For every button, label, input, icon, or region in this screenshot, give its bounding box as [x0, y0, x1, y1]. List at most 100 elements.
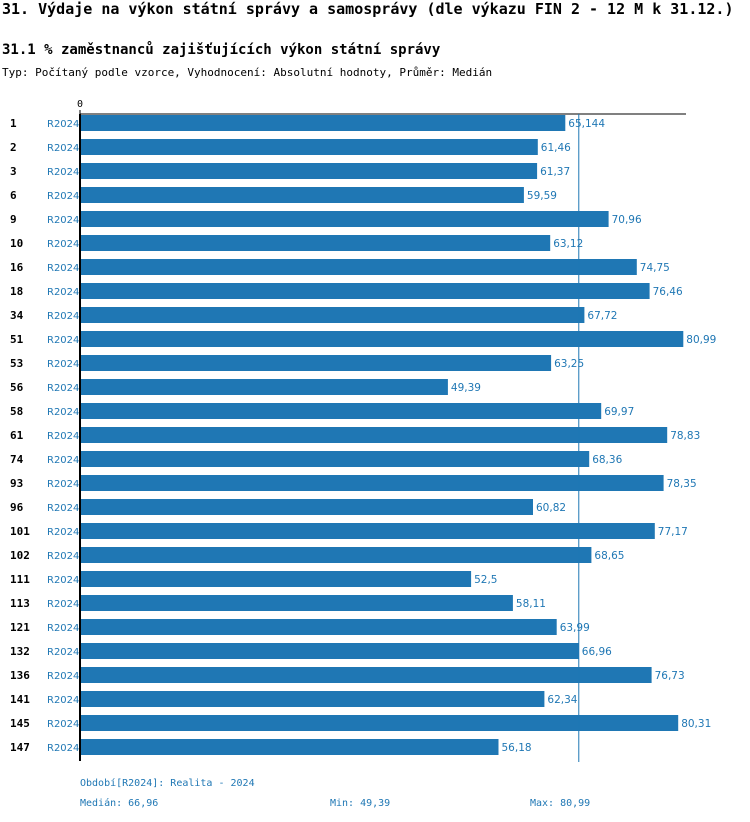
- bar: [80, 331, 684, 347]
- bar: [80, 523, 655, 539]
- value-label: 69,97: [604, 406, 634, 418]
- footer-min: Min: 49,39: [330, 798, 391, 809]
- row-label: 145: [10, 717, 30, 730]
- row-label: 132: [10, 645, 30, 658]
- bar: [80, 643, 579, 659]
- zero-tick-label: 0: [77, 99, 83, 110]
- row-label: 56: [10, 381, 24, 394]
- value-label: 78,83: [670, 430, 700, 442]
- value-label: 80,31: [681, 718, 711, 730]
- period-label: R2024: [47, 239, 79, 250]
- value-label: 56,18: [502, 742, 532, 754]
- period-label: R2024: [47, 311, 79, 322]
- value-label: 66,96: [582, 646, 612, 658]
- value-label: 61,46: [541, 142, 571, 154]
- bar: [80, 379, 448, 395]
- period-label: R2024: [47, 671, 79, 682]
- period-label: R2024: [47, 527, 79, 538]
- row-label: 34: [10, 309, 24, 322]
- bar: [80, 355, 552, 371]
- row-label: 51: [10, 333, 24, 346]
- bar: [80, 187, 524, 203]
- value-label: 70,96: [612, 214, 642, 226]
- period-label: R2024: [47, 455, 79, 466]
- bar: [80, 571, 472, 587]
- bar: [80, 307, 585, 323]
- value-label: 68,65: [594, 550, 624, 562]
- period-label: R2024: [47, 287, 79, 298]
- bar: [80, 235, 551, 251]
- period-label: R2024: [47, 263, 79, 274]
- row-label: 18: [10, 285, 23, 298]
- bar: [80, 211, 609, 227]
- bar: [80, 547, 592, 563]
- period-label: R2024: [47, 143, 79, 154]
- period-label: R2024: [47, 719, 79, 730]
- period-label: R2024: [47, 119, 79, 130]
- row-label: 2: [10, 141, 17, 154]
- bar: [80, 259, 637, 275]
- bar: [80, 667, 652, 683]
- row-label: 96: [10, 501, 24, 514]
- value-label: 62,34: [547, 694, 577, 706]
- value-label: 61,37: [540, 166, 570, 178]
- bar: [80, 619, 557, 635]
- chart-subtitle: Typ: Počítaný podle vzorce, Vyhodnocení:…: [2, 66, 493, 79]
- bar: [80, 139, 538, 155]
- row-label: 10: [10, 237, 23, 250]
- row-label: 101: [10, 525, 30, 538]
- bar: [80, 403, 602, 419]
- row-label: 6: [10, 189, 17, 202]
- row-label: 147: [10, 741, 30, 754]
- bar: [80, 691, 545, 707]
- value-label: 59,59: [527, 190, 557, 202]
- row-label: 61: [10, 429, 24, 442]
- value-label: 63,25: [554, 358, 584, 370]
- row-label: 1: [10, 117, 17, 130]
- value-label: 63,99: [560, 622, 590, 634]
- value-label: 76,73: [655, 670, 685, 682]
- value-label: 78,35: [667, 478, 697, 490]
- bar: [80, 163, 538, 179]
- period-label: R2024: [47, 479, 79, 490]
- bar: [80, 475, 664, 491]
- period-label: R2024: [47, 743, 79, 754]
- row-label: 121: [10, 621, 30, 634]
- chart-title: 31.1 % zaměstnanců zajišťujících výkon s…: [2, 42, 441, 58]
- row-label: 9: [10, 213, 17, 226]
- page-title: 31. Výdaje na výkon státní správy a samo…: [2, 0, 734, 18]
- row-label: 16: [10, 261, 24, 274]
- period-label: R2024: [47, 695, 79, 706]
- row-label: 93: [10, 477, 23, 490]
- row-label: 141: [10, 693, 30, 706]
- row-label: 111: [10, 573, 30, 586]
- bar: [80, 427, 668, 443]
- period-label: R2024: [47, 167, 79, 178]
- period-label: R2024: [47, 599, 79, 610]
- row-label: 113: [10, 597, 30, 610]
- value-label: 60,82: [536, 502, 566, 514]
- period-label: R2024: [47, 575, 79, 586]
- period-label: R2024: [47, 647, 79, 658]
- bar: [80, 715, 679, 731]
- bar: [80, 499, 533, 515]
- row-label: 58: [10, 405, 23, 418]
- period-label: R2024: [47, 359, 79, 370]
- bar: [80, 739, 499, 755]
- footer-period: Období[R2024]: Realita - 2024: [80, 778, 255, 789]
- bar: [80, 451, 590, 467]
- row-label: 136: [10, 669, 30, 682]
- bar: [80, 595, 513, 611]
- period-label: R2024: [47, 335, 79, 346]
- footer-median: Medián: 66,96: [80, 798, 159, 809]
- row-label: 102: [10, 549, 30, 562]
- period-label: R2024: [47, 383, 79, 394]
- bar: [80, 283, 650, 299]
- bar: [80, 115, 566, 131]
- footer-max: Max: 80,99: [530, 798, 591, 809]
- row-label: 3: [10, 165, 17, 178]
- period-label: R2024: [47, 407, 79, 418]
- period-label: R2024: [47, 623, 79, 634]
- period-label: R2024: [47, 431, 79, 442]
